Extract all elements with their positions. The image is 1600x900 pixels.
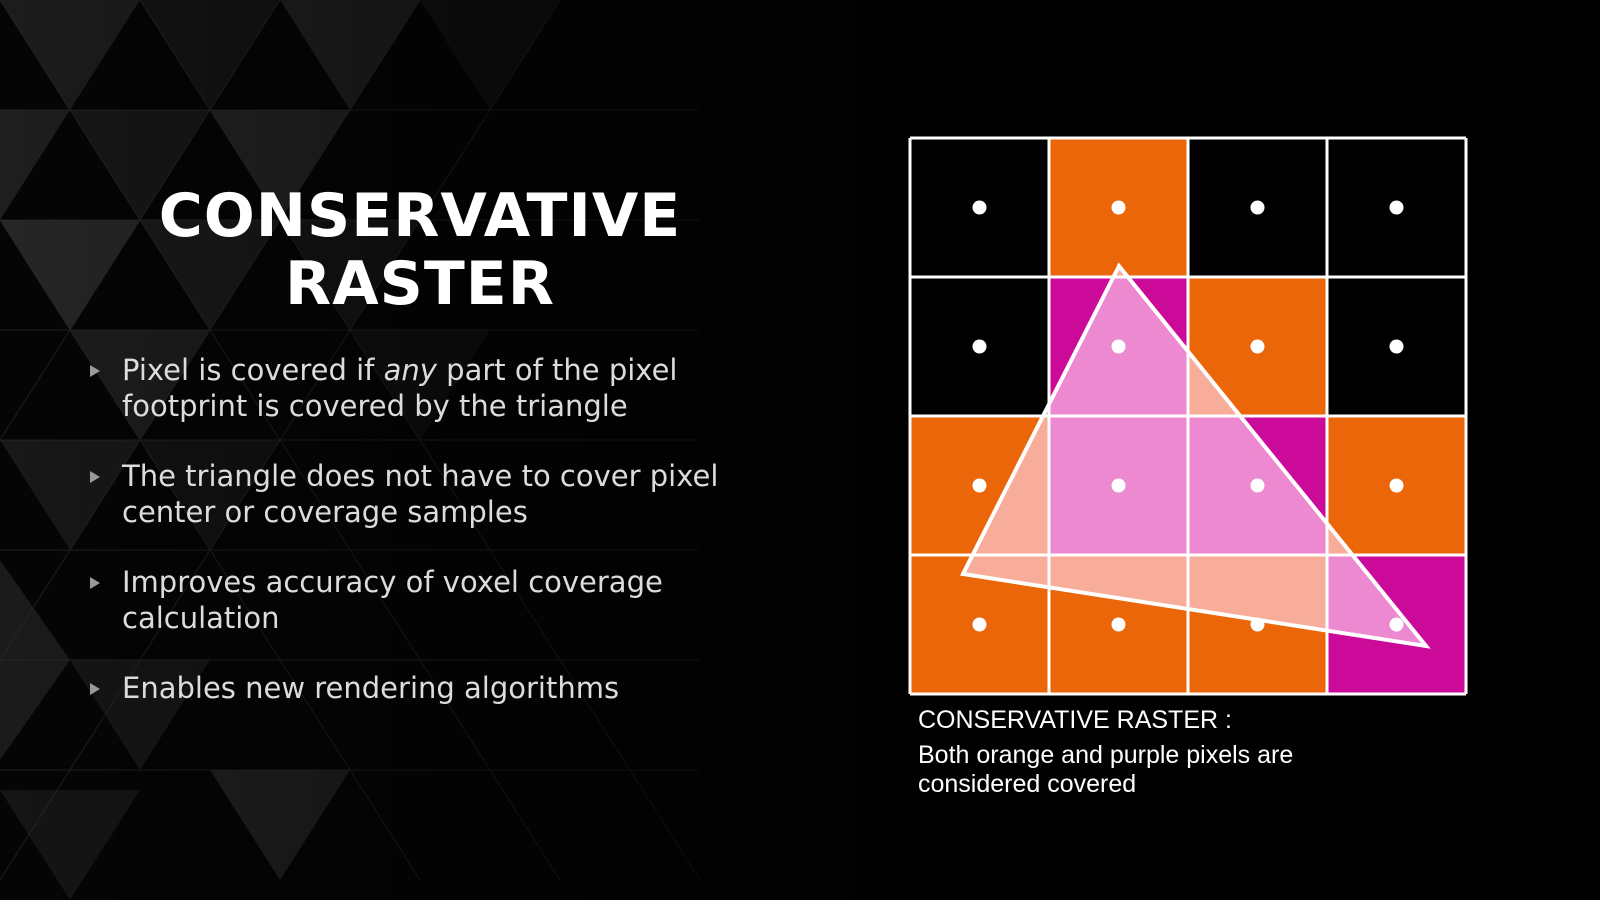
triangle-bullet-icon [90,471,100,483]
caption-body: Both orange and purple pixels are consid… [918,741,1294,798]
pixel-center-dot [1389,617,1404,632]
pixel-center-dot [1111,200,1126,215]
caption-title: CONSERVATIVE RASTER : [918,706,1232,734]
pixel-center-dot [1111,339,1126,354]
triangle-bullet-icon [90,365,100,377]
bullet-item: Enables new rendering algorithms [86,670,766,706]
coverage-triangle [959,262,1431,649]
pixel-center-dot [972,478,987,493]
bullet-emphasis: any [383,353,437,387]
pixel-center-dot [1250,200,1265,215]
conservative-raster-diagram [908,136,1468,696]
slide-title-line-1: CONSERVATIVE [158,181,682,251]
pixel-center-dot [972,339,987,354]
bullet-list: Pixel is covered if any part of the pixe… [86,352,766,740]
slide-title: CONSERVATIVE RASTER [100,182,740,318]
triangle-bullet-icon [90,577,100,589]
pixel-grid-lines [908,136,1468,696]
pixel-center-dot [1111,478,1126,493]
pixel-center-dot [972,200,987,215]
pixel-center-dot [1389,478,1404,493]
pixel-center-dot [1250,478,1265,493]
diagram-caption: CONSERVATIVE RASTER : Both orange and pu… [918,706,1478,799]
pixel-center-dot [1250,339,1265,354]
bullet-item: The triangle does not have to cover pixe… [86,458,766,530]
pixel-center-dot [1389,200,1404,215]
pixel-center-dot [1111,617,1126,632]
pixel-center-dot [1389,339,1404,354]
bullet-text: Enables new rendering algorithms [122,671,620,705]
bullet-text: Pixel is covered if [122,353,384,387]
pixel-center-dot [972,617,987,632]
pixel-center-dots [972,200,1404,632]
bullet-text: Improves accuracy of voxel coverage calc… [122,565,663,635]
bullet-item: Pixel is covered if any part of the pixe… [86,352,766,424]
bullet-text-continued: part of the pixel footprint is covered b… [122,353,678,423]
triangle-bullet-icon [90,683,100,695]
pixel-center-dot [1250,617,1265,632]
bullet-text: The triangle does not have to cover pixe… [122,459,719,529]
bullet-item: Improves accuracy of voxel coverage calc… [86,564,766,636]
slide-title-line-2: RASTER [285,249,555,319]
